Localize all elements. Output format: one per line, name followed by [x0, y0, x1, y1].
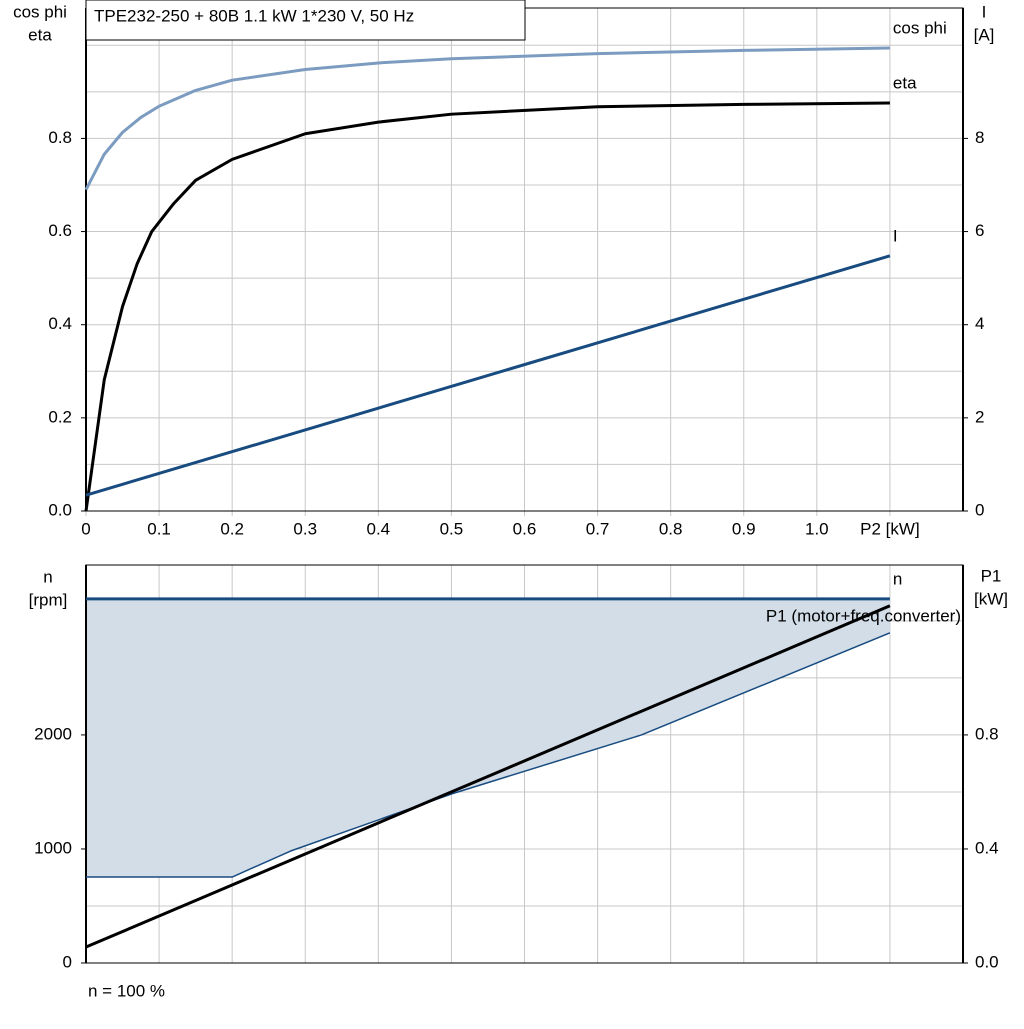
- x-tick-label: 1.0: [805, 519, 829, 538]
- y-tick-label: 2000: [34, 724, 72, 743]
- y-tick-label: 0.6: [48, 221, 72, 240]
- x-tick-label: 0.8: [659, 519, 683, 538]
- x-tick-label: 0.7: [586, 519, 610, 538]
- series-line: [84, 46, 890, 191]
- title-box: [85, 0, 526, 41]
- y2-tick-label: 0.4: [975, 838, 999, 857]
- series-label: eta: [893, 73, 917, 92]
- y-axis-title: eta: [28, 25, 52, 44]
- y2-tick-label: 0.0: [975, 952, 999, 971]
- y2-tick-label: 6: [975, 221, 984, 240]
- y2-axis-title: P1: [981, 566, 1002, 585]
- series-line: [85, 254, 891, 497]
- series-label: P1 (motor+freq.converter): [766, 606, 961, 625]
- y-tick-label: 0.2: [48, 407, 72, 426]
- y2-axis-title: I: [982, 2, 987, 21]
- note: n = 100 %: [88, 981, 165, 1000]
- x-tick-label: 0: [81, 519, 90, 538]
- y-tick-label: 0.4: [48, 314, 72, 333]
- x-tick-label: 0.3: [293, 519, 317, 538]
- x-tick-label: 0.6: [513, 519, 537, 538]
- series-line: [85, 604, 891, 949]
- x-tick-label: 0.4: [367, 519, 391, 538]
- y2-tick-label: 8: [975, 128, 984, 147]
- series-line: [84, 101, 890, 512]
- series-label: n: [893, 569, 902, 588]
- range-area: [86, 598, 890, 878]
- y-tick-label: 0.8: [48, 128, 72, 147]
- x-tick-label: P2 [kW]: [860, 519, 920, 538]
- x-tick-label: 0.9: [732, 519, 756, 538]
- y-tick-label: 1000: [34, 838, 72, 857]
- x-tick-label: 0.2: [220, 519, 244, 538]
- chart-title: TPE232-250 + 80B 1.1 kW 1*230 V, 50 Hz: [94, 6, 414, 25]
- y-tick-label: 0: [63, 952, 72, 971]
- x-tick-label: 0.1: [147, 519, 171, 538]
- y2-tick-label: 0: [975, 500, 984, 519]
- y-axis-title: cos phi: [13, 2, 67, 21]
- series-label: I: [893, 226, 898, 245]
- y-axis-title: [rpm]: [29, 590, 68, 609]
- series-line: [86, 632, 891, 878]
- y2-tick-label: 2: [975, 407, 984, 426]
- y-axis-title: n: [43, 567, 52, 586]
- x-tick-label: 0.5: [440, 519, 464, 538]
- series-label: cos phi: [893, 19, 947, 38]
- y2-tick-label: 4: [975, 314, 984, 333]
- y2-tick-label: 0.8: [975, 724, 999, 743]
- y2-axis-title: [A]: [974, 25, 995, 44]
- y2-axis-title: [kW]: [974, 589, 1008, 608]
- y-tick-label: 0.0: [48, 500, 72, 519]
